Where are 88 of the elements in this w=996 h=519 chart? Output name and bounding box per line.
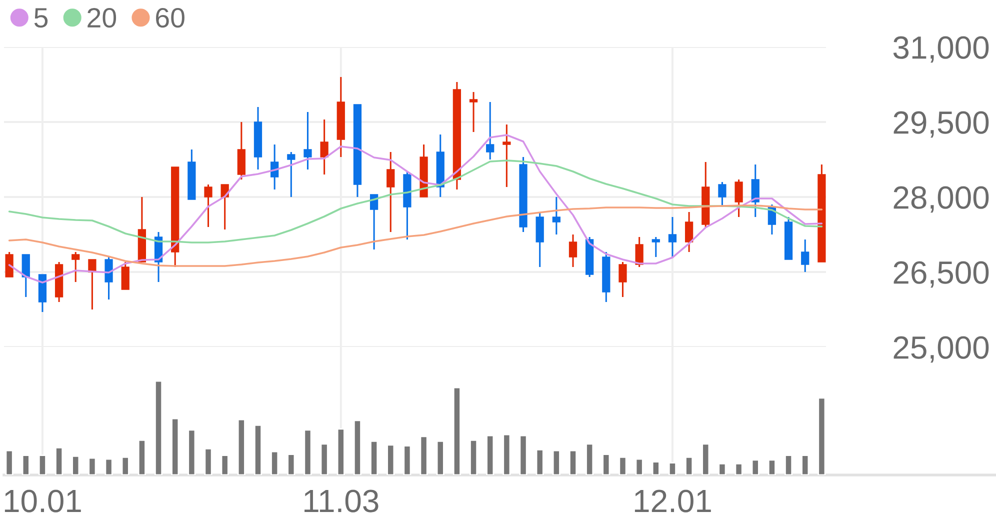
- candlestick: [618, 261, 627, 298]
- bar: [22, 454, 30, 475]
- bar: [486, 434, 494, 475]
- candlestick: [502, 124, 511, 188]
- bar: [635, 458, 644, 475]
- bar: [751, 459, 760, 475]
- bar: [72, 456, 80, 475]
- y-tick-label: 25,000: [894, 336, 989, 363]
- bar: [801, 454, 810, 475]
- candlestick: [88, 258, 96, 310]
- bar: [652, 461, 660, 475]
- bar: [602, 454, 610, 475]
- bar: [104, 458, 113, 475]
- bar: [452, 386, 461, 475]
- bar: [552, 450, 560, 475]
- legend-label: 60: [156, 8, 184, 28]
- bar: [171, 418, 180, 475]
- bar: [403, 445, 412, 475]
- y-tick-label: 29,500: [894, 111, 989, 138]
- bar: [320, 443, 328, 475]
- candlestick: [552, 196, 560, 236]
- x-tick-label: 11.03: [304, 490, 378, 512]
- line-series: [8, 160, 823, 244]
- bar: [237, 418, 246, 475]
- bar: [55, 447, 64, 475]
- legend-label: 5: [34, 8, 48, 28]
- candlestick: [751, 164, 760, 218]
- candlestick: [684, 211, 694, 253]
- bar: [502, 434, 511, 475]
- candlestick: [287, 151, 296, 198]
- candlestick: [304, 111, 312, 170]
- candlestick: [204, 184, 212, 228]
- bar: [668, 462, 676, 475]
- y-tick-label: 31,000: [893, 36, 989, 63]
- bar: [138, 440, 146, 475]
- bar: [568, 450, 578, 475]
- bar: [154, 380, 163, 475]
- bar: [618, 456, 627, 475]
- bar: [353, 420, 362, 475]
- candlestick: [486, 101, 494, 160]
- bar: [270, 450, 279, 475]
- bar: [702, 443, 710, 475]
- candlestick: [718, 181, 726, 208]
- candlestick: [121, 261, 130, 290]
- bar: [536, 448, 544, 475]
- bar: [5, 450, 14, 475]
- candlestick: [72, 251, 80, 283]
- candlestick: [668, 216, 677, 258]
- bar: [220, 454, 229, 475]
- legend-label: 20: [88, 8, 116, 28]
- candlestick: [568, 234, 578, 268]
- x-tick-label: 10.01: [4, 490, 81, 512]
- y-tick-label: 26,500: [894, 261, 989, 288]
- bar: [470, 440, 478, 475]
- bar: [370, 440, 378, 475]
- bar: [718, 463, 726, 475]
- bar: [519, 434, 528, 475]
- bar: [734, 463, 743, 475]
- bar: [38, 454, 46, 475]
- bar: [784, 454, 793, 475]
- bar: [685, 456, 694, 475]
- candlestick: [801, 238, 810, 273]
- candlestick: [635, 236, 644, 268]
- candlestick: [652, 236, 660, 258]
- bar: [304, 429, 312, 475]
- bar: [88, 457, 96, 475]
- bar: [768, 459, 776, 475]
- candlestick: [386, 151, 395, 233]
- candlestick: [469, 91, 478, 133]
- bar: [287, 454, 296, 475]
- bar: [204, 448, 212, 475]
- candlestick: [5, 251, 14, 278]
- candlestick: [734, 178, 743, 218]
- bar: [386, 444, 395, 475]
- bar: [436, 440, 444, 475]
- line-series: [8, 204, 823, 267]
- candlestick: [320, 118, 328, 176]
- bar: [121, 456, 130, 475]
- bar: [420, 436, 428, 475]
- y-tick-label: 28,000: [894, 186, 989, 213]
- bar: [818, 397, 826, 475]
- x-tick-label: 12.01: [634, 490, 711, 512]
- candlestick: [22, 254, 30, 298]
- bar: [254, 424, 262, 475]
- bar: [336, 428, 345, 475]
- bar: [188, 429, 196, 475]
- candlestick: [104, 256, 113, 300]
- bar: [586, 443, 594, 475]
